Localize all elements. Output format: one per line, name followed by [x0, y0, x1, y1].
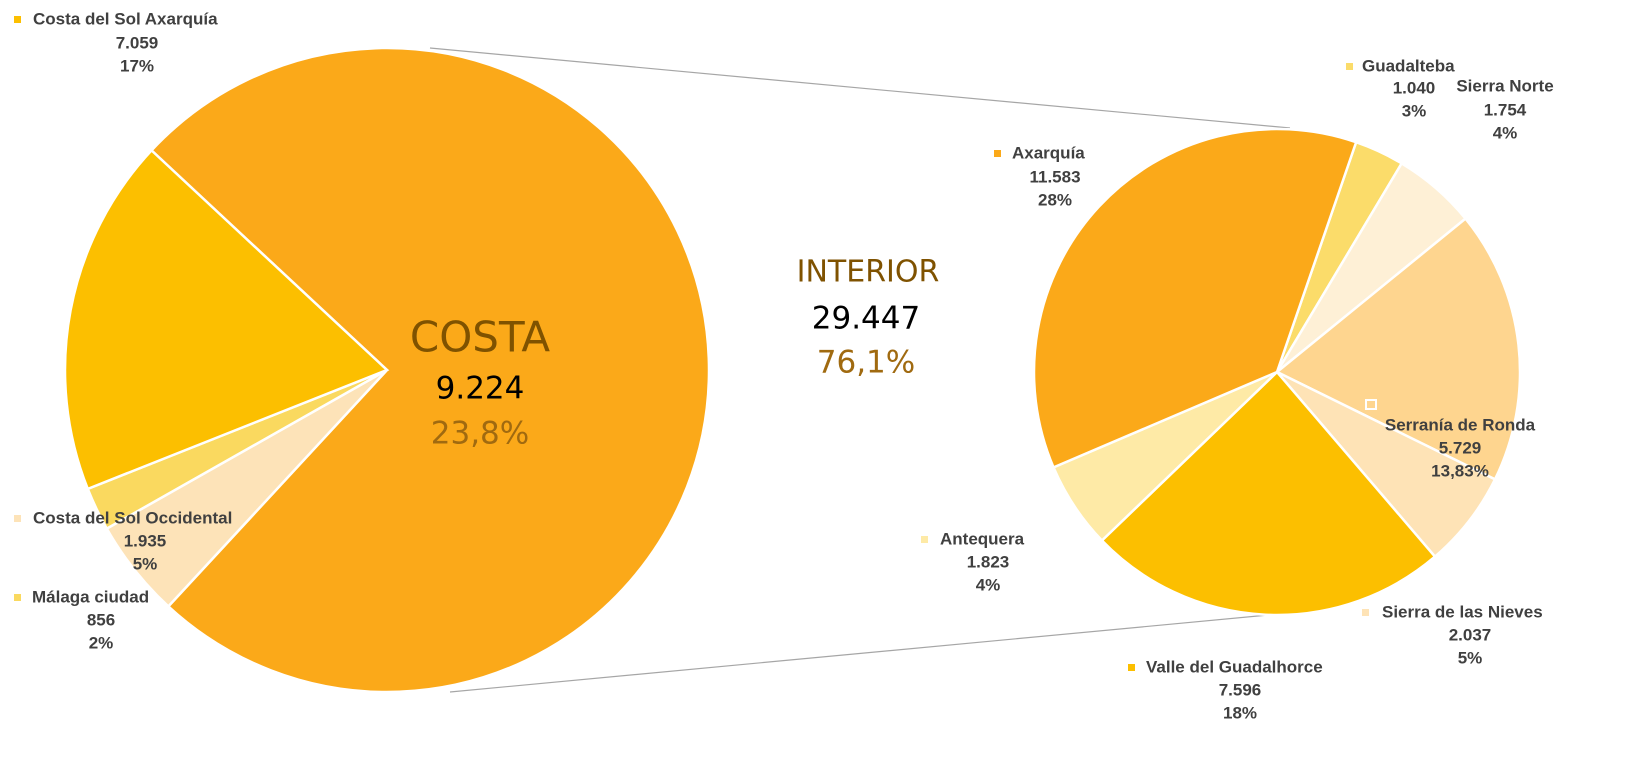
costa-value: 9.224 — [436, 371, 525, 407]
slice-name: Guadalteba — [1362, 56, 1455, 75]
legend-marker — [921, 536, 928, 543]
slice-percent: 17% — [120, 56, 154, 75]
slice-value: 1.754 — [1484, 100, 1527, 119]
slice-value: 7.059 — [116, 33, 159, 52]
slice-name: Costa del Sol Axarquía — [33, 9, 218, 28]
slice-percent: 18% — [1223, 703, 1257, 722]
slice-percent: 2% — [89, 633, 114, 652]
interior-percent: 76,1% — [817, 345, 915, 381]
slice-name: Valle del Guadalhorce — [1146, 657, 1323, 676]
slice-percent: 5% — [133, 554, 158, 573]
slice-value: 1.823 — [967, 552, 1010, 571]
slice-name: Antequera — [940, 529, 1025, 548]
costa-title: COSTA — [410, 313, 550, 362]
slice-value: 1.040 — [1393, 78, 1436, 97]
pie-slice — [149, 46, 711, 694]
legend-marker — [14, 515, 21, 522]
legend-marker — [14, 16, 21, 23]
legend-marker — [994, 150, 1001, 157]
pie-slice — [1100, 370, 1437, 617]
interior-title: INTERIOR — [797, 255, 940, 290]
slice-name: Axarquía — [1012, 143, 1085, 162]
legend-marker — [1346, 63, 1353, 70]
slice-name: Serranía de Ronda — [1385, 415, 1536, 434]
slice-percent: 28% — [1038, 190, 1072, 209]
slice-name: Costa del Sol Occidental — [33, 508, 232, 527]
slice-percent: 4% — [976, 575, 1001, 594]
pie-slice — [1032, 127, 1358, 470]
slice-value: 2.037 — [1449, 625, 1492, 644]
slice-percent: 5% — [1458, 648, 1483, 667]
connector — [429, 47, 1291, 129]
slice-name: Málaga ciudad — [32, 587, 149, 606]
slice-value: 856 — [87, 610, 115, 629]
costa-percent: 23,8% — [431, 416, 529, 452]
slice-percent: 3% — [1402, 101, 1427, 120]
slice-value: 11.583 — [1029, 167, 1080, 186]
legend-marker — [14, 594, 21, 601]
slice-value: 5.729 — [1439, 438, 1482, 457]
slice-percent: 4% — [1493, 123, 1518, 142]
slice-value: 7.596 — [1219, 680, 1262, 699]
slice-percent: 13,83% — [1431, 461, 1489, 480]
pie-slice — [63, 148, 390, 491]
slice-name: Sierra de las Nieves — [1382, 602, 1543, 621]
legend-marker — [1362, 609, 1369, 616]
slice-value: 1.935 — [124, 531, 167, 550]
pie-slice — [1274, 216, 1522, 482]
connector — [449, 612, 1291, 693]
slice-name: Sierra Norte — [1456, 76, 1553, 95]
interior-value: 29.447 — [812, 301, 920, 337]
legend-marker — [1128, 664, 1135, 671]
marker-box — [1365, 399, 1377, 410]
